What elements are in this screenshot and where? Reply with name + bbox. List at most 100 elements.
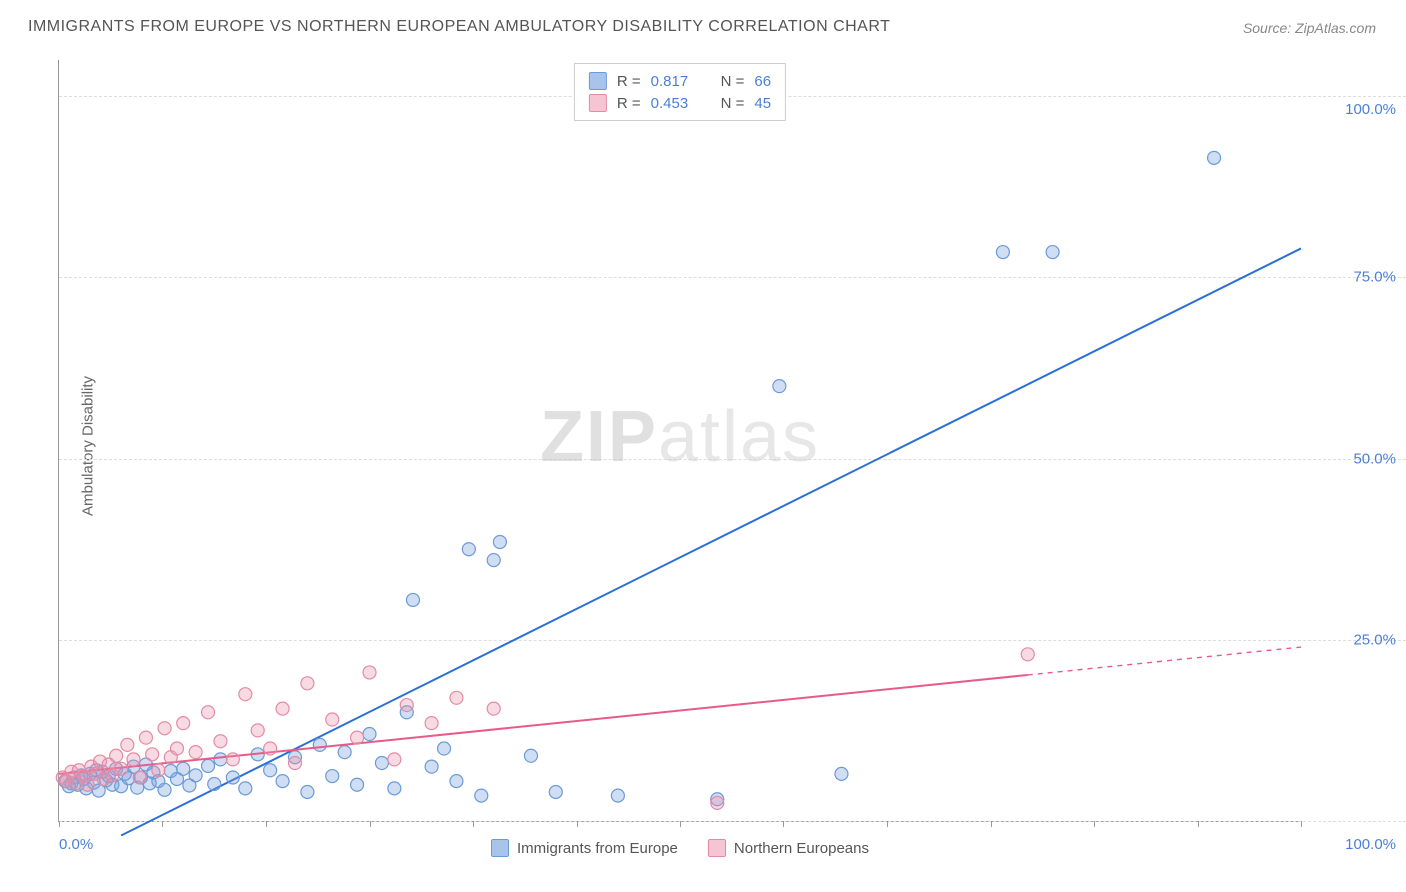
data-point (251, 724, 264, 737)
legend-r-label-2: R = (617, 95, 641, 112)
legend-r-value-2: 0.453 (651, 95, 703, 112)
y-tick-label: 100.0% (1311, 101, 1396, 118)
data-point (425, 717, 438, 730)
legend-r-value-1: 0.817 (651, 73, 703, 90)
data-point (301, 786, 314, 799)
data-point (773, 380, 786, 393)
data-point (338, 746, 351, 759)
data-point (276, 775, 289, 788)
y-tick-label: 75.0% (1311, 269, 1396, 286)
y-tick-label: 25.0% (1311, 631, 1396, 648)
legend-n-value-1: 66 (754, 73, 771, 90)
data-point (301, 677, 314, 690)
data-point (475, 789, 488, 802)
data-point (351, 778, 364, 791)
data-point (214, 753, 227, 766)
data-point (524, 749, 537, 762)
x-tick (887, 821, 888, 827)
data-point (388, 782, 401, 795)
x-tick (1198, 821, 1199, 827)
y-tick-label: 50.0% (1311, 450, 1396, 467)
data-point (226, 771, 239, 784)
legend-swatch-bottom-1 (491, 839, 509, 857)
x-tick-label: 100.0% (1345, 836, 1396, 853)
data-point (115, 762, 128, 775)
data-point (1208, 151, 1221, 164)
data-point (326, 713, 339, 726)
x-tick (266, 821, 267, 827)
data-point (139, 731, 152, 744)
legend-n-label-2: N = (721, 95, 745, 112)
gridline (59, 821, 1406, 822)
data-point (264, 764, 277, 777)
data-point (375, 757, 388, 770)
data-point (1021, 648, 1034, 661)
data-point (351, 731, 364, 744)
data-point (239, 782, 252, 795)
data-point (406, 593, 419, 606)
data-point (400, 699, 413, 712)
legend-row-series-2: R = 0.453 N = 45 (589, 92, 771, 114)
x-tick (1301, 821, 1302, 827)
data-point (133, 771, 146, 784)
legend-n-value-2: 45 (754, 95, 771, 112)
data-point (189, 746, 202, 759)
data-point (313, 738, 326, 751)
legend-series: Immigrants from Europe Northern European… (491, 839, 869, 857)
legend-row-series-1: R = 0.817 N = 66 (589, 70, 771, 92)
legend-r-label-1: R = (617, 73, 641, 90)
data-point (146, 748, 159, 761)
data-point (226, 753, 239, 766)
data-point (81, 778, 94, 791)
legend-n-label-1: N = (721, 73, 745, 90)
legend-swatch-bottom-2 (708, 839, 726, 857)
trendline-2 (59, 675, 1028, 774)
plot-svg (59, 60, 1301, 821)
legend-item-2: Northern Europeans (708, 839, 869, 857)
data-point (110, 749, 123, 762)
data-point (438, 742, 451, 755)
source-label: Source: ZipAtlas.com (1243, 20, 1376, 36)
data-point (711, 796, 724, 809)
legend-correlation: R = 0.817 N = 66 R = 0.453 N = 45 (574, 63, 786, 121)
data-point (363, 666, 376, 679)
data-point (487, 554, 500, 567)
data-point (177, 717, 190, 730)
x-tick (370, 821, 371, 827)
data-point (214, 735, 227, 748)
data-point (127, 753, 140, 766)
data-point (202, 706, 215, 719)
data-point (202, 759, 215, 772)
data-point (425, 760, 438, 773)
legend-label-1: Immigrants from Europe (517, 840, 678, 857)
data-point (158, 722, 171, 735)
x-tick (680, 821, 681, 827)
data-point (549, 786, 562, 799)
trendline-1 (121, 248, 1301, 835)
data-point (493, 535, 506, 548)
data-point (152, 764, 165, 777)
data-point (487, 702, 500, 715)
data-point (276, 702, 289, 715)
chart-container: IMMIGRANTS FROM EUROPE VS NORTHERN EUROP… (0, 0, 1406, 892)
data-point (996, 246, 1009, 259)
x-tick (162, 821, 163, 827)
data-point (450, 775, 463, 788)
data-point (189, 769, 202, 782)
x-tick (577, 821, 578, 827)
x-tick (991, 821, 992, 827)
x-tick (783, 821, 784, 827)
data-point (264, 742, 277, 755)
data-point (288, 757, 301, 770)
legend-label-2: Northern Europeans (734, 840, 869, 857)
data-point (239, 688, 252, 701)
legend-swatch-2 (589, 94, 607, 112)
plot-area: ZIPatlas 25.0%50.0%75.0%100.0% 0.0%100.0… (58, 60, 1301, 822)
data-point (326, 770, 339, 783)
data-point (1046, 246, 1059, 259)
data-point (170, 742, 183, 755)
x-tick (59, 821, 60, 827)
data-point (388, 753, 401, 766)
legend-item-1: Immigrants from Europe (491, 839, 678, 857)
chart-title: IMMIGRANTS FROM EUROPE VS NORTHERN EUROP… (28, 18, 890, 36)
